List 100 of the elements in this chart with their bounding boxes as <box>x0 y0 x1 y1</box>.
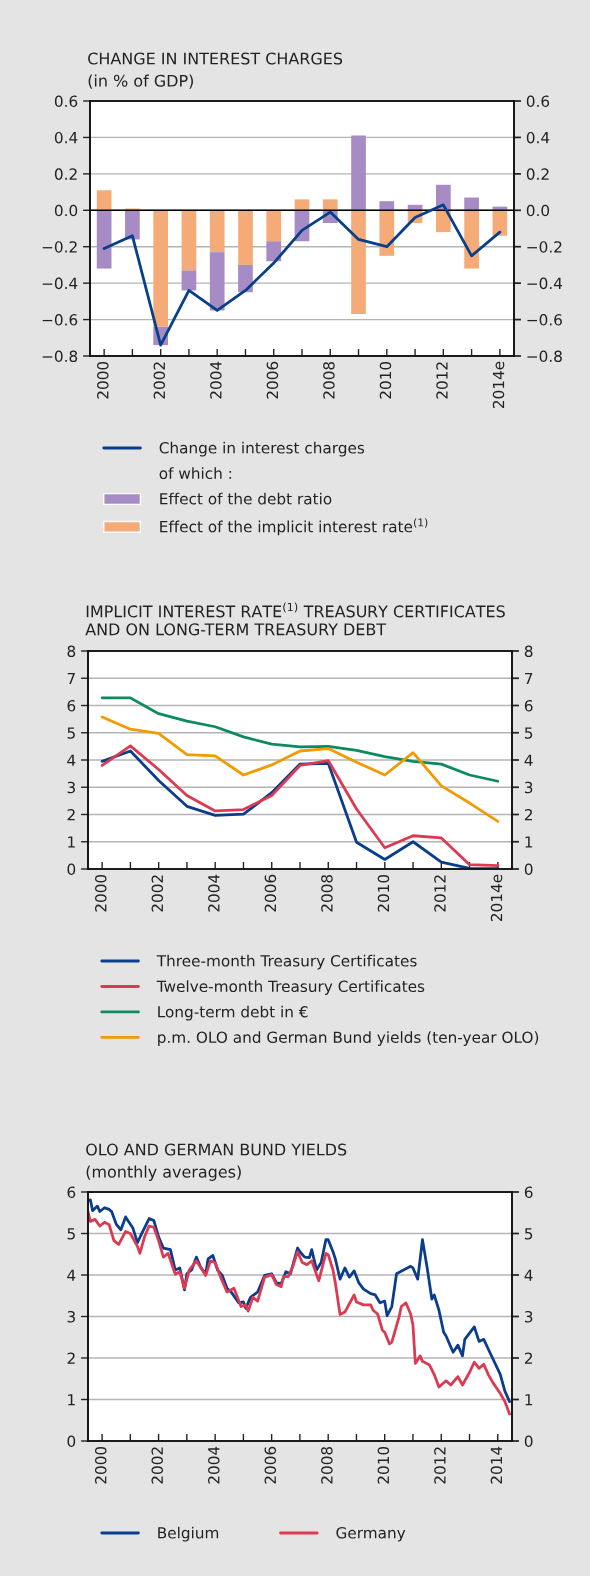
chart-title: OLO AND GERMAN BUND YIELDS <box>86 1143 347 1156</box>
y2-tick-label: 0.2 <box>526 168 549 180</box>
x-tick-label: 2012 <box>434 875 446 912</box>
bar <box>379 210 395 256</box>
y-tick-label: 3 <box>67 1310 75 1323</box>
y2-tick-label: 6 <box>524 699 533 712</box>
y-tick-label: 6 <box>67 1186 76 1199</box>
x-tick-label: 2000 <box>97 361 109 399</box>
x-tick-label: 2014e <box>492 361 505 409</box>
bar <box>266 241 282 262</box>
y2-tick-label: −0.8 <box>527 350 562 363</box>
y-tick-label: 4 <box>67 754 76 766</box>
y2-tick-label: 1 <box>525 836 533 848</box>
x-tick-label: 2010 <box>377 874 390 912</box>
y-tick-label: −0.4 <box>42 277 78 290</box>
legend-label: Long-term debt in € <box>158 1005 308 1021</box>
legend-label: Change in interest charges <box>159 441 365 457</box>
legend-label: Belgium <box>158 1526 219 1542</box>
y2-tick-label: 2 <box>524 808 532 821</box>
bar <box>181 270 197 291</box>
y-tick-label: 2 <box>67 1352 75 1364</box>
x-tick-label: 2000 <box>95 874 107 912</box>
x-tick-label: 2002 <box>153 362 166 399</box>
bar <box>209 210 225 253</box>
legend-label: p.m. OLO and German Bund yields (ten-year OLO) <box>158 1031 539 1046</box>
y2-tick-label: 0.6 <box>526 95 550 108</box>
y-tick-label: 5 <box>67 727 75 739</box>
y2-tick-label: 4 <box>524 754 533 766</box>
chart-title: IMPLICIT INTEREST RATE$^{(1)}$ TREASURY CERTIFICATES AND ON LONG-TERM TREASURY DEBT <box>85 602 505 636</box>
y-tick-label: 5 <box>67 1228 75 1240</box>
x-tick-label: 2004 <box>208 1446 220 1484</box>
x-tick-label: 2012 <box>436 362 448 399</box>
x-tick-label: 2008 <box>321 1446 333 1484</box>
y-tick-label: 0.0 <box>54 204 78 217</box>
y2-tick-label: −0.2 <box>527 241 562 253</box>
line-series <box>100 696 500 783</box>
line-series <box>102 203 502 347</box>
chart-title: CHANGE IN INTEREST CHARGES <box>88 52 343 65</box>
y-tick-label: 0 <box>67 863 76 876</box>
bar <box>351 135 366 211</box>
y-tick-label: −0.2 <box>42 241 77 253</box>
y-tick-label: 2 <box>67 808 75 821</box>
y2-tick-label: −0.6 <box>527 314 562 326</box>
y-tick-label: 0 <box>67 1435 76 1448</box>
y-tick-label: 0.2 <box>54 168 77 180</box>
y2-tick-label: 5 <box>524 1228 533 1240</box>
x-tick-label: 2004 <box>208 874 220 912</box>
bar <box>464 210 479 269</box>
legend-label: Effect of the implicit interest rate$^{(1)}$ <box>160 518 428 536</box>
x-tick-label: 2006 <box>264 874 277 912</box>
x-tick-label: 2002 <box>151 875 164 912</box>
x-tick-label: 2008 <box>323 361 335 399</box>
bar <box>238 264 253 293</box>
y2-tick-label: −0.4 <box>527 277 563 290</box>
bar <box>181 210 197 271</box>
y-tick-label: −0.8 <box>42 350 78 363</box>
bar <box>153 210 169 327</box>
bar <box>266 210 282 242</box>
y2-tick-label: 7 <box>525 672 533 685</box>
y-tick-label: 0.6 <box>54 95 78 108</box>
legend-label: Germany <box>336 1527 406 1542</box>
x-tick-label: 2008 <box>321 874 333 912</box>
y-tick-label: 7 <box>67 672 75 685</box>
y2-tick-label: 1 <box>525 1394 533 1406</box>
x-tick-label: 2010 <box>377 1446 390 1484</box>
x-tick-label: 2006 <box>266 361 279 399</box>
y2-tick-label: 2 <box>524 1352 532 1364</box>
bar <box>96 190 112 211</box>
bar <box>238 210 253 265</box>
y-tick-label: 1 <box>68 836 75 848</box>
chart-subtitle: (monthly averages) <box>86 1165 241 1181</box>
y-tick-label: 0.4 <box>54 131 78 144</box>
y2-tick-label: 5 <box>524 727 533 739</box>
x-tick-label: 2004 <box>210 361 222 399</box>
x-tick-label: 2006 <box>264 1446 277 1484</box>
y-tick-label: 8 <box>67 645 76 658</box>
y2-tick-label: 3 <box>524 1310 533 1323</box>
bar <box>96 210 112 269</box>
x-tick-label: 2014e <box>490 874 503 922</box>
legend-label: Effect of the debt ratio <box>160 492 332 505</box>
legend-label: Twelve-month Treasury Certificates <box>156 980 425 996</box>
x-tick-label: 2012 <box>434 1447 446 1484</box>
y2-tick-label: 0.4 <box>526 131 550 144</box>
legend-label: Three-month Treasury Certificates <box>156 954 417 970</box>
y-tick-label: −0.6 <box>42 314 78 326</box>
bar <box>379 201 395 211</box>
y-tick-label: 3 <box>67 781 75 794</box>
y2-tick-label: 0 <box>524 863 533 876</box>
x-tick-label: 2014 <box>490 1446 503 1484</box>
text: of which : <box>159 467 232 480</box>
bar <box>351 210 366 315</box>
y2-tick-label: 6 <box>524 1186 533 1199</box>
y-tick-label: 1 <box>68 1394 75 1406</box>
line-series <box>100 715 500 823</box>
y-tick-label: 6 <box>67 699 76 712</box>
y2-tick-label: 3 <box>524 781 533 794</box>
y2-tick-label: 8 <box>524 645 533 658</box>
chart-subtitle: (in % of GDP) <box>88 74 193 89</box>
y2-tick-label: 0 <box>524 1435 533 1448</box>
x-tick-label: 2010 <box>379 361 392 399</box>
